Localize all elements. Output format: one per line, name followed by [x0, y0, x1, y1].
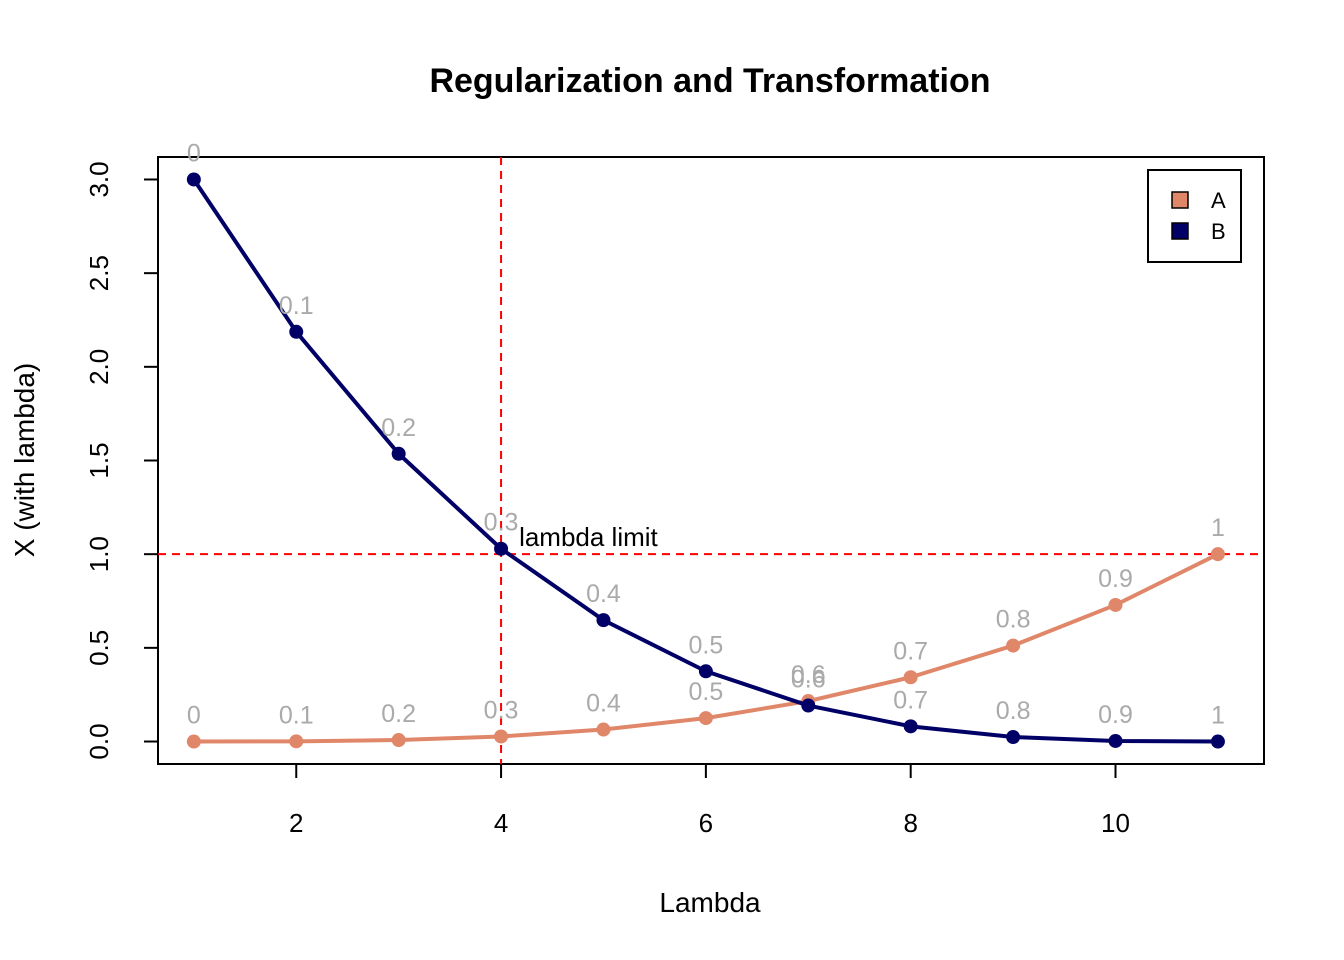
point-label-b: 0.1 [279, 292, 314, 320]
data-point-a [1210, 547, 1225, 562]
legend-swatch-a [1171, 191, 1189, 209]
point-label-b: 0.2 [381, 414, 416, 442]
data-point-b [391, 446, 406, 461]
legend-box [1147, 169, 1242, 263]
reference-annotation: lambda limit [519, 522, 658, 552]
point-label-a: 0.7 [893, 637, 928, 665]
point-label-a: 0.2 [381, 700, 416, 728]
point-label-b: 0.6 [791, 666, 826, 694]
legend-label-b: B [1211, 219, 1226, 244]
point-label-b: 1 [1211, 702, 1225, 730]
data-point-b [903, 719, 918, 734]
y-tick-label: 1.0 [84, 536, 114, 572]
point-label-b: 0.5 [688, 631, 723, 659]
data-point-a [494, 729, 509, 744]
point-label-b: 0.3 [484, 509, 519, 537]
data-point-b [596, 613, 611, 628]
y-tick-label: 3.0 [84, 161, 114, 197]
x-tick-label: 10 [1101, 808, 1130, 838]
point-label-a: 0.5 [688, 678, 723, 706]
y-tick-label: 0.0 [84, 723, 114, 759]
point-label-a: 0.8 [996, 606, 1031, 634]
data-point-a [1006, 638, 1021, 653]
data-point-b [801, 698, 816, 713]
point-label-a: 0 [187, 702, 201, 730]
data-point-a [698, 711, 713, 726]
x-tick-label: 6 [699, 808, 713, 838]
data-point-a [596, 722, 611, 737]
point-label-a: 0.4 [586, 690, 621, 718]
data-point-a [391, 733, 406, 748]
point-label-a: 0.1 [279, 701, 314, 729]
data-point-b [494, 541, 509, 556]
point-label-b: 0 [187, 139, 201, 167]
y-tick-label: 2.0 [84, 349, 114, 385]
data-point-a [289, 734, 304, 749]
point-label-b: 0.7 [893, 686, 928, 714]
y-tick-label: 2.5 [84, 255, 114, 291]
x-tick-label: 2 [289, 808, 303, 838]
y-tick-label: 1.5 [84, 442, 114, 478]
data-point-b [289, 324, 304, 339]
data-point-a [186, 734, 201, 749]
data-point-b [1006, 730, 1021, 745]
chart-title: Regularization and Transformation [429, 62, 990, 100]
x-tick-label: 4 [494, 808, 508, 838]
point-label-a: 1 [1211, 514, 1225, 542]
data-point-b [698, 664, 713, 679]
legend-swatch-b [1171, 222, 1189, 240]
y-axis-label: X (with lambda) [9, 363, 40, 558]
point-label-b: 0.9 [1098, 701, 1133, 729]
point-label-b: 0.8 [996, 697, 1031, 725]
data-point-a [903, 670, 918, 685]
data-point-b [1210, 734, 1225, 749]
x-tick-label: 8 [903, 808, 917, 838]
data-point-a [1108, 597, 1123, 612]
point-label-a: 0.6 [791, 661, 826, 689]
legend-label-a: A [1211, 188, 1226, 213]
data-point-b [1108, 733, 1123, 748]
point-label-a: 0.3 [484, 696, 519, 724]
data-point-b [186, 172, 201, 187]
point-label-a: 0.9 [1098, 565, 1133, 593]
x-axis-label: Lambda [659, 887, 761, 918]
point-label-b: 0.4 [586, 580, 621, 608]
y-tick-label: 0.5 [84, 630, 114, 666]
